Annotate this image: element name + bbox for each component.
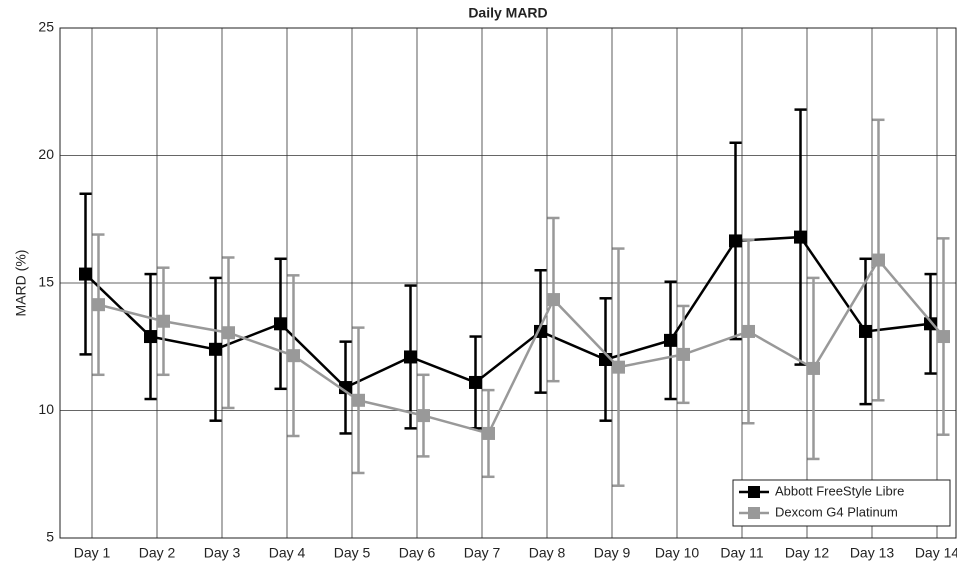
y-tick-label: 15 (38, 274, 54, 290)
legend-label: Abbott FreeStyle Libre (775, 483, 904, 498)
data-point (794, 230, 807, 244)
data-point (79, 267, 92, 281)
x-tick-label: Day 5 (334, 545, 371, 561)
data-point (287, 349, 300, 363)
x-tick-label: Day 2 (139, 545, 176, 561)
series-line (84, 235, 931, 390)
data-point (209, 342, 222, 356)
legend-marker (748, 507, 760, 519)
data-point (924, 317, 937, 331)
data-point (417, 409, 430, 423)
data-point (872, 253, 885, 267)
legend-marker (748, 486, 760, 498)
x-tick-label: Day 8 (529, 545, 566, 561)
x-tick-label: Day 13 (850, 545, 895, 561)
x-tick-label: Day 7 (464, 545, 501, 561)
x-tick-label: Day 10 (655, 545, 700, 561)
data-point (404, 350, 417, 364)
data-point (274, 317, 287, 331)
data-point (664, 333, 677, 347)
data-point (482, 426, 495, 440)
data-point (729, 234, 742, 248)
x-tick-label: Day 3 (204, 545, 241, 561)
x-tick-label: Day 14 (915, 545, 957, 561)
plot-frame (59, 27, 957, 539)
data-point (859, 324, 872, 338)
x-tick-label: Day 6 (399, 545, 436, 561)
data-point (222, 326, 235, 340)
data-point (157, 314, 170, 328)
data-point (339, 381, 352, 395)
x-tick-label: Day 12 (785, 545, 830, 561)
data-point (742, 324, 755, 338)
legend-box (732, 479, 951, 527)
chart-title: Daily MARD (468, 5, 547, 21)
y-axis-label: MARD (%) (13, 250, 29, 317)
legend-label: Dexcom G4 Platinum (775, 504, 898, 519)
data-point (547, 293, 560, 307)
y-tick-label: 5 (46, 529, 54, 545)
data-point (92, 298, 105, 312)
y-tick-label: 20 (38, 146, 54, 162)
series-line (98, 257, 945, 435)
x-tick-label: Day 11 (720, 545, 764, 561)
y-tick-label: 10 (38, 401, 54, 417)
x-tick-label: Day 9 (594, 545, 631, 561)
data-point (469, 375, 482, 389)
data-point (352, 393, 365, 407)
y-tick-label: 25 (38, 19, 54, 35)
data-point (144, 330, 157, 344)
x-tick-label: Day 4 (269, 545, 306, 561)
data-point (677, 347, 690, 361)
data-point (612, 360, 625, 374)
x-tick-label: Day 1 (74, 545, 111, 561)
data-point (807, 361, 820, 375)
data-point (937, 330, 950, 344)
